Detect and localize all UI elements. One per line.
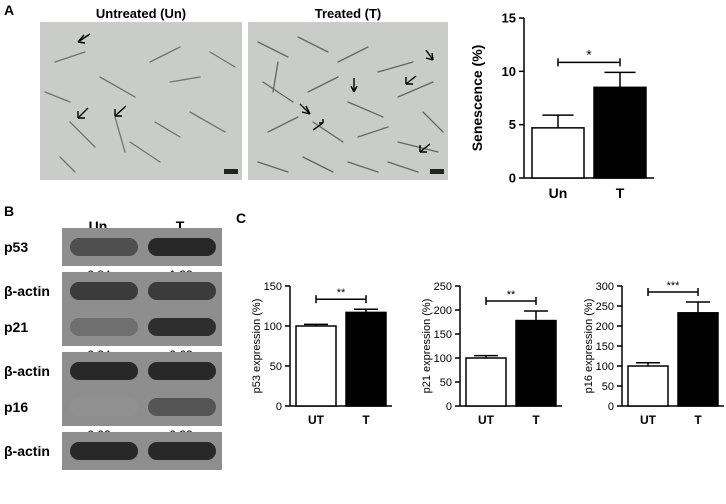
y-tick-label: 100 [596, 361, 614, 373]
blot-strip [62, 352, 222, 390]
y-tick-label: 100 [434, 353, 452, 365]
chart-senescence: 0 5 10 15 Senescence (%) Un T * [469, 11, 654, 200]
blot-row-label: β-actin [4, 363, 50, 379]
blot-row-label: p21 [4, 319, 29, 335]
y-axis-label: Senescence (%) [469, 45, 485, 152]
x-category-label: UT [308, 413, 325, 427]
y-tick-label: 300 [596, 281, 614, 293]
significance-label: *** [667, 280, 681, 292]
micrograph-untreated-cells [44, 33, 238, 174]
y-tick-label: 50 [440, 377, 452, 389]
y-axis-label: p16 expression (%) [583, 299, 595, 394]
blot-band [70, 282, 138, 300]
y-tick-label: 150 [596, 341, 614, 353]
blot-row-label: β-actin [4, 283, 50, 299]
y-tick-label: 200 [434, 305, 452, 317]
y-axis-label: p21 expression (%) [421, 299, 433, 394]
y-tick-label: 50 [602, 381, 614, 393]
panel-letter-a: A [4, 2, 15, 18]
micrograph-title-treated: Treated (T) [314, 6, 382, 21]
panel-letter-b: B [4, 203, 15, 219]
micrograph-untreated [40, 22, 242, 180]
y-tick-label: 0 [509, 171, 516, 186]
blot-strip [62, 388, 222, 426]
y-axis-label: p53 expression (%) [251, 299, 263, 394]
significance-label: * [586, 46, 592, 62]
blot-band [148, 398, 216, 416]
y-tick-label: 15 [502, 11, 516, 26]
x-category-label: T [532, 413, 540, 427]
blot-band [148, 442, 216, 460]
x-category-label: T [694, 413, 702, 427]
x-category-label: UT [478, 413, 495, 427]
blot-band [70, 318, 138, 336]
bar [465, 357, 507, 407]
y-tick-label: 150 [434, 329, 452, 341]
y-tick-label: 0 [446, 401, 452, 413]
significance-label: ** [337, 287, 346, 299]
y-tick-label: 10 [502, 64, 516, 79]
blot-strip [62, 272, 222, 310]
panel-letter-c: C [236, 210, 247, 226]
y-tick-label: 5 [509, 117, 516, 132]
blot-row-label: β-actin [4, 443, 50, 459]
blot-header-t: T [175, 218, 185, 234]
y-tick-label: 250 [434, 281, 452, 293]
x-category-label: UT [640, 413, 657, 427]
y-tick-label: 200 [596, 321, 614, 333]
bar [677, 312, 719, 407]
blot-band [70, 398, 138, 416]
micrograph-treated-cells [257, 36, 444, 174]
blot-strip [62, 308, 222, 346]
bar [515, 319, 557, 407]
blot-strip [62, 228, 222, 266]
blot-band [70, 442, 138, 460]
bar [345, 311, 387, 407]
y-tick-label: 100 [264, 321, 282, 333]
blot-band [148, 362, 216, 380]
micrograph-treated [248, 22, 448, 180]
y-tick-label: 50 [270, 361, 282, 373]
x-category-label: Un [549, 185, 568, 200]
blot-band [70, 238, 138, 256]
y-tick-label: 0 [608, 401, 614, 413]
blot-band [148, 282, 216, 300]
blot-strip [62, 432, 222, 470]
y-tick-label: 150 [264, 281, 282, 293]
bar [295, 325, 337, 407]
x-category-label: T [362, 413, 370, 427]
x-category-label: T [616, 185, 625, 200]
blot-band [148, 238, 216, 256]
y-tick-label: 250 [596, 301, 614, 313]
blot-row-label: p16 [4, 399, 29, 415]
blot-band [70, 362, 138, 380]
y-tick-label: 0 [276, 401, 282, 413]
bar [593, 86, 647, 179]
bar [531, 127, 585, 179]
significance-label: ** [507, 289, 516, 301]
micrograph-title-untreated: Untreated (Un) [95, 6, 187, 21]
blot-band [148, 318, 216, 336]
blot-row-label: p53 [4, 239, 29, 255]
bar [627, 365, 669, 407]
